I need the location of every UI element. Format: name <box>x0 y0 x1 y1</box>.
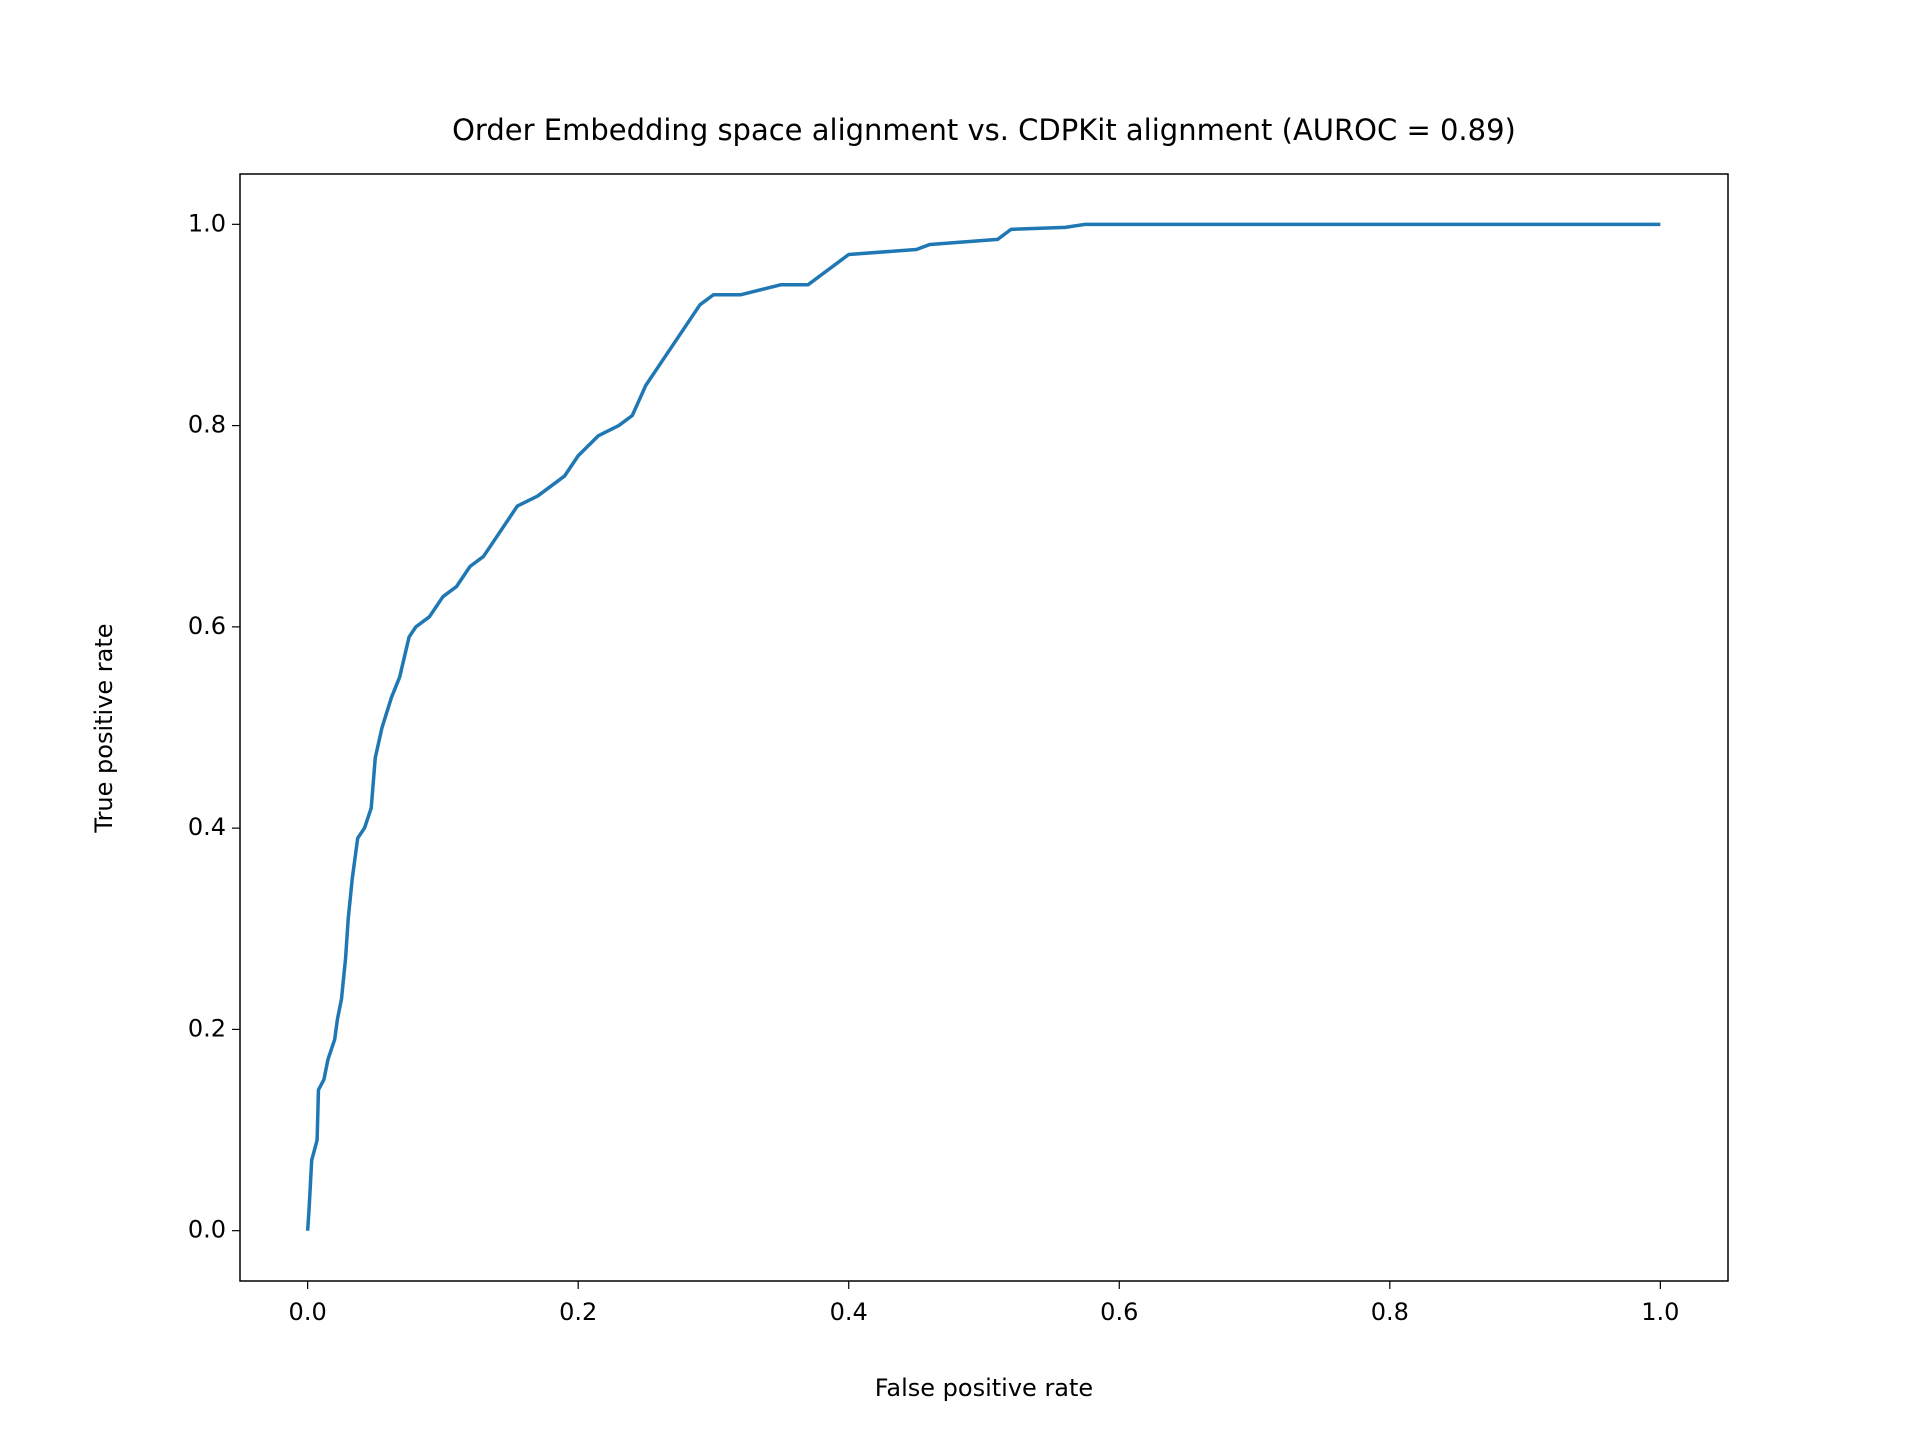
roc-line <box>305 222 1661 1231</box>
chart-title: Order Embedding space alignment vs. CDPK… <box>452 113 1516 147</box>
x-axis-label: False positive rate <box>875 1374 1093 1402</box>
x-tick-label: 0.2 <box>559 1298 597 1326</box>
y-tick-label: 0.8 <box>188 411 226 439</box>
x-tick-label: 1.0 <box>1641 1298 1679 1326</box>
y-tick-label: 0.4 <box>188 813 226 841</box>
x-tick-label: 0.6 <box>1100 1298 1138 1326</box>
y-axis-label: True positive rate <box>90 623 118 833</box>
plot-frame <box>239 173 1729 1282</box>
x-tick-label: 0.0 <box>289 1298 327 1326</box>
x-tick-label: 0.8 <box>1371 1298 1409 1326</box>
y-tick-label: 1.0 <box>188 209 226 237</box>
y-tick-label: 0.6 <box>188 612 226 640</box>
y-tick-label: 0.0 <box>188 1216 226 1244</box>
y-tick-label: 0.2 <box>188 1014 226 1042</box>
x-tick-label: 0.4 <box>830 1298 868 1326</box>
